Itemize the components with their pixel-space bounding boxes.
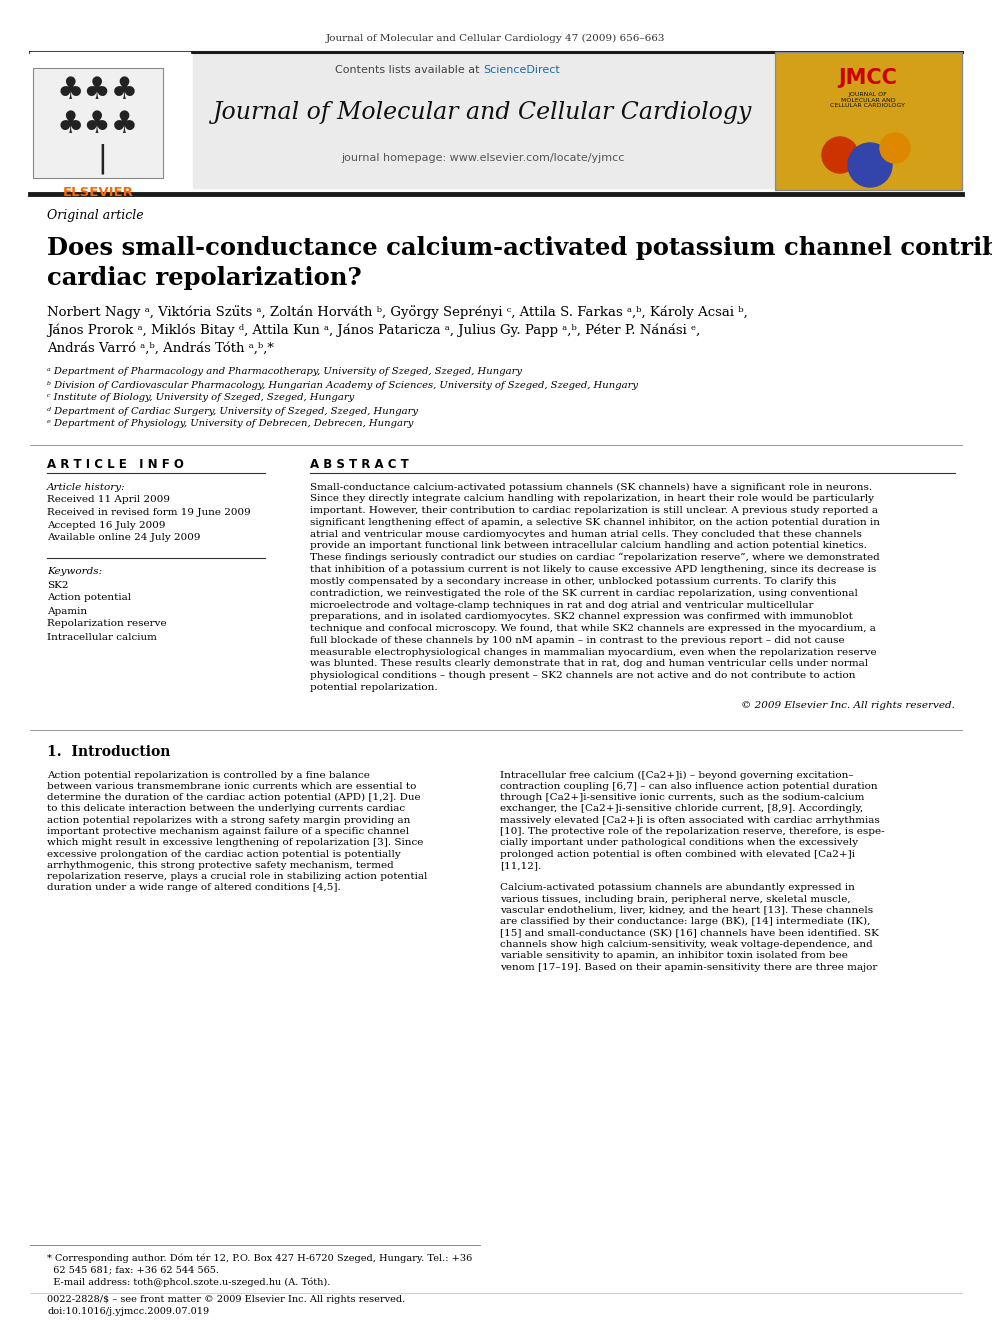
Text: A B S T R A C T: A B S T R A C T	[310, 459, 409, 471]
Text: Calcium-activated potassium channels are abundantly expressed in: Calcium-activated potassium channels are…	[500, 884, 855, 893]
Text: Since they directly integrate calcium handling with repolarization, in heart the: Since they directly integrate calcium ha…	[310, 495, 874, 503]
Text: 62 545 681; fax: +36 62 544 565.: 62 545 681; fax: +36 62 544 565.	[47, 1266, 219, 1274]
Text: Repolarization reserve: Repolarization reserve	[47, 619, 167, 628]
Text: important protective mechanism against failure of a specific channel: important protective mechanism against f…	[47, 827, 409, 836]
Text: Intracellular calcium: Intracellular calcium	[47, 632, 157, 642]
Text: Apamin: Apamin	[47, 606, 87, 615]
Text: ᵃ Department of Pharmacology and Pharmacotherapy, University of Szeged, Szeged, : ᵃ Department of Pharmacology and Pharmac…	[47, 368, 522, 377]
Text: duration under a wide range of altered conditions [4,5].: duration under a wide range of altered c…	[47, 884, 340, 893]
Text: excessive prolongation of the cardiac action potential is potentially: excessive prolongation of the cardiac ac…	[47, 849, 401, 859]
Text: ♣♣♣
♣♣♣
 |: ♣♣♣ ♣♣♣ |	[57, 77, 139, 173]
Text: ᵈ Department of Cardiac Surgery, University of Szeged, Szeged, Hungary: ᵈ Department of Cardiac Surgery, Univers…	[47, 406, 418, 415]
Text: [10]. The protective role of the repolarization reserve, therefore, is espe-: [10]. The protective role of the repolar…	[500, 827, 885, 836]
Text: Keywords:: Keywords:	[47, 568, 102, 577]
Text: between various transmembrane ionic currents which are essential to: between various transmembrane ionic curr…	[47, 782, 417, 791]
Text: channels show high calcium-sensitivity, weak voltage-dependence, and: channels show high calcium-sensitivity, …	[500, 941, 873, 949]
Text: massively elevated [Ca2+]i is often associated with cardiac arrhythmias: massively elevated [Ca2+]i is often asso…	[500, 816, 880, 824]
FancyBboxPatch shape	[775, 52, 962, 191]
Text: preparations, and in isolated cardiomyocytes. SK2 channel expression was confirm: preparations, and in isolated cardiomyoc…	[310, 613, 853, 622]
Text: arrhythmogenic, this strong protective safety mechanism, termed: arrhythmogenic, this strong protective s…	[47, 861, 394, 871]
Text: © 2009 Elsevier Inc. All rights reserved.: © 2009 Elsevier Inc. All rights reserved…	[741, 701, 955, 710]
Bar	[193, 52, 773, 188]
Text: András Varró ᵃ,ᵇ, András Tóth ᵃ,ᵇ,*: András Varró ᵃ,ᵇ, András Tóth ᵃ,ᵇ,*	[47, 341, 274, 355]
Text: ᵉ Department of Physiology, University of Debrecen, Debrecen, Hungary: ᵉ Department of Physiology, University o…	[47, 419, 414, 429]
Text: important. However, their contribution to cardiac repolarization is still unclea: important. However, their contribution t…	[310, 507, 878, 515]
Text: Received in revised form 19 June 2009: Received in revised form 19 June 2009	[47, 508, 251, 517]
Text: venom [17–19]. Based on their apamin-sensitivity there are three major: venom [17–19]. Based on their apamin-sen…	[500, 963, 877, 971]
Text: that inhibition of a potassium current is not likely to cause excessive APD leng: that inhibition of a potassium current i…	[310, 565, 876, 574]
Text: ᶜ Institute of Biology, University of Szeged, Szeged, Hungary: ᶜ Institute of Biology, University of Sz…	[47, 393, 354, 402]
Text: cardiac repolarization?: cardiac repolarization?	[47, 266, 362, 290]
Text: ScienceDirect: ScienceDirect	[483, 65, 559, 75]
Text: full blockade of these channels by 100 nM apamin – in contrast to the previous r: full blockade of these channels by 100 n…	[310, 636, 844, 644]
Text: physiological conditions – though present – SK2 channels are not active and do n: physiological conditions – though presen…	[310, 671, 855, 680]
Text: Original article: Original article	[47, 209, 144, 221]
Circle shape	[880, 134, 910, 163]
Text: Does small-conductance calcium-activated potassium channel contribute to: Does small-conductance calcium-activated…	[47, 235, 992, 261]
Text: A R T I C L E   I N F O: A R T I C L E I N F O	[47, 459, 184, 471]
Text: was blunted. These results clearly demonstrate that in rat, dog and human ventri: was blunted. These results clearly demon…	[310, 659, 868, 668]
Text: mostly compensated by a secondary increase in other, unblocked potassium current: mostly compensated by a secondary increa…	[310, 577, 836, 586]
Text: 0022-2828/$ – see front matter © 2009 Elsevier Inc. All rights reserved.: 0022-2828/$ – see front matter © 2009 El…	[47, 1295, 406, 1304]
Text: Accepted 16 July 2009: Accepted 16 July 2009	[47, 520, 166, 529]
Text: vascular endothelium, liver, kidney, and the heart [13]. These channels: vascular endothelium, liver, kidney, and…	[500, 906, 873, 916]
Text: which might result in excessive lengthening of repolarization [3]. Since: which might result in excessive lengthen…	[47, 839, 424, 847]
Text: repolarization reserve, plays a crucial role in stabilizing action potential: repolarization reserve, plays a crucial …	[47, 872, 428, 881]
Text: to this delicate interaction between the underlying currents cardiac: to this delicate interaction between the…	[47, 804, 405, 814]
Text: 1.  Introduction: 1. Introduction	[47, 745, 171, 759]
Text: JOURNAL OF
MOLECULAR AND
CELLULAR CARDIOLOGY: JOURNAL OF MOLECULAR AND CELLULAR CARDIO…	[830, 91, 906, 108]
Text: SK2: SK2	[47, 581, 68, 590]
Text: Small-conductance calcium-activated potassium channels (SK channels) have a sign: Small-conductance calcium-activated pota…	[310, 483, 872, 492]
Text: ELSEVIER: ELSEVIER	[62, 185, 134, 198]
Text: [15] and small-conductance (SK) [16] channels have been identified. SK: [15] and small-conductance (SK) [16] cha…	[500, 929, 879, 938]
Text: Journal of Molecular and Cellular Cardiology 47 (2009) 656–663: Journal of Molecular and Cellular Cardio…	[326, 33, 666, 42]
Text: * Corresponding author. Dóm tér 12, P.O. Box 427 H-6720 Szeged, Hungary. Tel.:: * Corresponding author. Dóm tér 12, P.…	[47, 1253, 472, 1262]
FancyBboxPatch shape	[33, 67, 163, 179]
Text: Available online 24 July 2009: Available online 24 July 2009	[47, 533, 200, 542]
Text: Norbert Nagy ᵃ, Viktória Szüts ᵃ, Zoltán Horváth ᵇ, György Seprényi ᶜ, Att: Norbert Nagy ᵃ, Viktória Szüts ᵃ, Zolt…	[47, 306, 748, 319]
Text: atrial and ventricular mouse cardiomyocytes and human atrial cells. They conclud: atrial and ventricular mouse cardiomyocy…	[310, 529, 862, 538]
Text: contradiction, we reinvestigated the role of the SK current in cardiac repolariz: contradiction, we reinvestigated the rol…	[310, 589, 858, 598]
Text: journal homepage: www.elsevier.com/locate/yjmcc: journal homepage: www.elsevier.com/locat…	[341, 153, 625, 163]
Text: prolonged action potential is often combined with elevated [Ca2+]i: prolonged action potential is often comb…	[500, 849, 855, 859]
Text: [11,12].: [11,12].	[500, 861, 542, 871]
Text: significant lengthening effect of apamin, a selective SK channel inhibitor, on t: significant lengthening effect of apamin…	[310, 517, 880, 527]
Circle shape	[822, 138, 858, 173]
Text: Received 11 April 2009: Received 11 April 2009	[47, 496, 170, 504]
Text: technique and confocal microscopy. We found, that while SK2 channels are express: technique and confocal microscopy. We fo…	[310, 624, 876, 634]
Text: potential repolarization.: potential repolarization.	[310, 683, 437, 692]
Circle shape	[848, 143, 892, 187]
Text: exchanger, the [Ca2+]i-sensitive chloride current, [8,9]. Accordingly,: exchanger, the [Ca2+]i-sensitive chlorid…	[500, 804, 863, 814]
Text: provide an important functional link between intracellular calcium handling and : provide an important functional link bet…	[310, 541, 867, 550]
Text: Action potential repolarization is controlled by a fine balance: Action potential repolarization is contr…	[47, 770, 370, 779]
Text: through [Ca2+]i-sensitive ionic currents, such as the sodium-calcium: through [Ca2+]i-sensitive ionic currents…	[500, 792, 864, 802]
Text: action potential repolarizes with a strong safety margin providing an: action potential repolarizes with a stro…	[47, 816, 411, 824]
Text: ᵇ Division of Cardiovascular Pharmacology, Hungarian Academy of Sciences, Univer: ᵇ Division of Cardiovascular Pharmacolog…	[47, 381, 638, 389]
Text: cially important under pathological conditions when the excessively: cially important under pathological cond…	[500, 839, 858, 847]
Text: variable sensitivity to apamin, an inhibitor toxin isolated from bee: variable sensitivity to apamin, an inhib…	[500, 951, 848, 960]
Text: E-mail address: toth@phcol.szote.u-szeged.hu (A. Tóth).: E-mail address: toth@phcol.szote.u-szege…	[47, 1277, 330, 1287]
Text: Contents lists available at: Contents lists available at	[335, 65, 483, 75]
Text: Article history:: Article history:	[47, 483, 126, 492]
Text: Intracellular free calcium ([Ca2+]i) – beyond governing excitation–: Intracellular free calcium ([Ca2+]i) – b…	[500, 770, 854, 779]
Bar	[30, 52, 190, 191]
Text: These findings seriously contradict our studies on cardiac “repolarization reser: These findings seriously contradict our …	[310, 553, 880, 562]
Text: Action potential: Action potential	[47, 594, 131, 602]
Text: Journal of Molecular and Cellular Cardiology: Journal of Molecular and Cellular Cardio…	[213, 102, 753, 124]
Text: János Prorok ᵃ, Miklós Bitay ᵈ, Attila Kun ᵃ, János Pataricza ᵃ, Julius Gy. P: János Prorok ᵃ, Miklós Bitay ᵈ, Attila…	[47, 323, 700, 337]
Text: JMCC: JMCC	[838, 67, 898, 89]
Text: determine the duration of the cardiac action potential (APD) [1,2]. Due: determine the duration of the cardiac ac…	[47, 792, 421, 802]
Text: are classified by their conductance: large (BK), [14] intermediate (IK),: are classified by their conductance: lar…	[500, 917, 870, 926]
Text: microelectrode and voltage-clamp techniques in rat and dog atrial and ventricula: microelectrode and voltage-clamp techniq…	[310, 601, 813, 610]
Text: measurable electrophysiological changes in mammalian myocardium, even when the r: measurable electrophysiological changes …	[310, 648, 877, 656]
Text: doi:10.1016/j.yjmcc.2009.07.019: doi:10.1016/j.yjmcc.2009.07.019	[47, 1307, 209, 1315]
Text: contraction coupling [6,7] – can also influence action potential duration: contraction coupling [6,7] – can also in…	[500, 782, 878, 791]
Text: various tissues, including brain, peripheral nerve, skeletal muscle,: various tissues, including brain, periph…	[500, 894, 850, 904]
